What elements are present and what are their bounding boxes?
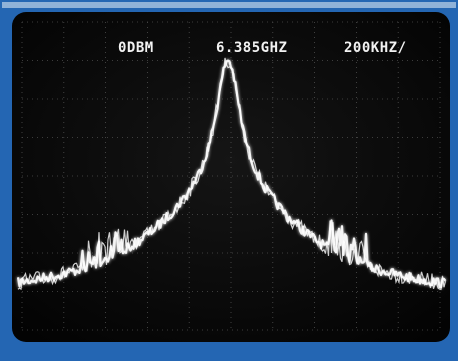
center-frequency: 6.385GHZ <box>216 40 287 56</box>
spectrum-trace-noise <box>17 57 447 291</box>
span-per-division: 200KHZ/ <box>344 40 407 56</box>
bezel-highlight <box>2 2 456 8</box>
reference-level: 0DBM <box>118 40 154 56</box>
